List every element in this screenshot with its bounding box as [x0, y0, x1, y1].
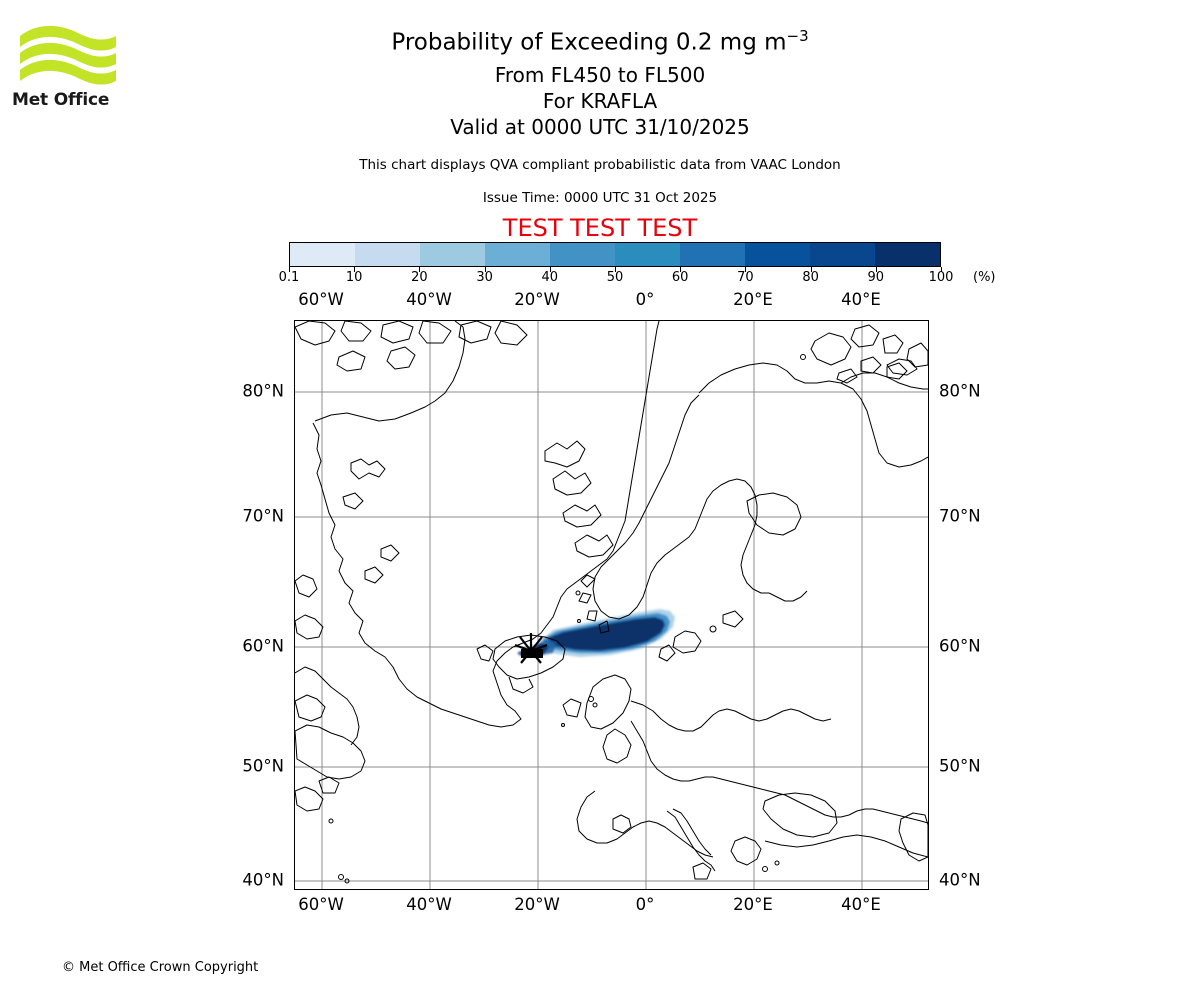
lat-label-left-1: 70°N: [242, 506, 284, 526]
lon-label-top-0: 60°W: [298, 290, 344, 309]
valid-time-line: Valid at 0000 UTC 31/10/2025: [450, 115, 750, 139]
colorbar-tick-label: 50: [606, 270, 624, 285]
colorbar-tick-label: 30: [476, 270, 493, 285]
lat-label-right-4: 40°N: [939, 870, 981, 890]
lat-label-left-3: 50°N: [242, 756, 284, 776]
map-gridlines: [295, 321, 928, 889]
lat-label-right-0: 80°N: [939, 381, 981, 401]
lon-label-bottom-1: 40°W: [406, 895, 452, 914]
colorbar-segment-5: [615, 243, 680, 266]
colorbar-tick-label: 10: [345, 270, 363, 285]
colorbar-tick: [354, 267, 356, 272]
met-office-logo-text: Met Office: [12, 90, 110, 110]
page-title: Probability of Exceeding 0.2 mg m−3: [0, 27, 1200, 56]
colorbar-tick-label: 70: [737, 270, 754, 285]
issue-time: Issue Time: 0000 UTC 31 Oct 2025: [482, 190, 718, 206]
colorbar-segment-0: [290, 243, 355, 266]
lon-label-top-5: 40°E: [841, 290, 881, 309]
colorbar-ticks: [289, 267, 942, 277]
colorbar-segment-4: [550, 243, 615, 266]
flight-level-range: From FL450 to FL500: [494, 63, 706, 87]
lon-label-bottom-3: 0°: [635, 895, 655, 914]
colorbar-tick-label: 80: [802, 270, 819, 285]
colorbar-segment-3: [485, 243, 550, 266]
lon-label-top-1: 40°W: [406, 290, 452, 309]
colorbar-tick: [941, 267, 942, 272]
map-svg: [295, 321, 928, 889]
lat-label-left-0: 80°N: [242, 381, 284, 401]
colorbar-tick: [615, 267, 616, 272]
colorbar-unit-label: (%): [973, 270, 996, 285]
colorbar-segment-1: [355, 243, 420, 266]
colorbar-tick: [484, 267, 486, 272]
lon-label-bottom-0: 60°W: [298, 895, 344, 914]
colorbar-tick-label: 0.1: [278, 270, 300, 285]
colorbar-tick-label: 20: [411, 270, 428, 285]
lon-label-bottom-2: 20°W: [514, 895, 560, 914]
met-office-wave-icon: [20, 25, 116, 85]
test-banner: TEST TEST TEST: [502, 214, 698, 242]
colorbar-tick: [549, 267, 551, 272]
coastlines: [295, 321, 928, 884]
colorbar-tick: [680, 267, 682, 272]
colorbar-segment-6: [680, 243, 745, 266]
colorbar-tick-label: 60: [671, 270, 689, 285]
lon-label-bottom-4: 20°E: [733, 895, 773, 914]
colorbar-tick-label: 90: [867, 270, 885, 285]
volcano-name-line: For KRAFLA: [542, 89, 658, 113]
lat-label-left-4: 40°N: [242, 870, 284, 890]
lat-label-right-1: 70°N: [939, 506, 981, 526]
copyright-notice: © Met Office Crown Copyright: [62, 960, 259, 975]
map-panel[interactable]: [294, 320, 929, 890]
lon-label-top-4: 20°E: [733, 290, 773, 309]
chart-description: This chart displays QVA compliant probab…: [359, 157, 841, 173]
colorbar-segment-9: [875, 243, 940, 266]
volcano-base-marker: [521, 649, 543, 658]
probability-colorbar: [289, 242, 941, 267]
colorbar-tick-label: 100: [928, 270, 954, 285]
lat-label-left-2: 60°N: [242, 636, 284, 656]
colorbar-segment-8: [810, 243, 875, 266]
lon-label-top-2: 20°W: [514, 290, 560, 309]
lon-label-top-3: 0°: [635, 290, 655, 309]
ash-plume-contour: [517, 609, 675, 657]
lat-label-right-3: 50°N: [939, 756, 981, 776]
colorbar-tick: [289, 267, 290, 272]
colorbar-tick: [419, 267, 421, 272]
colorbar-tick-label: 40: [541, 270, 559, 285]
lat-label-right-2: 60°N: [939, 636, 981, 656]
page-title-exponent: −3: [786, 27, 809, 45]
page-title-text: Probability of Exceeding 0.2 mg m: [391, 29, 787, 56]
colorbar-gradient: [289, 242, 941, 267]
met-office-logo: [12, 22, 122, 112]
colorbar-tick: [745, 267, 747, 272]
colorbar-tick: [875, 267, 877, 272]
lon-label-bottom-5: 40°E: [841, 895, 881, 914]
colorbar-segment-2: [420, 243, 485, 266]
colorbar-segment-7: [745, 243, 810, 266]
colorbar-tick: [810, 267, 812, 272]
colorbar-tick-labels: 0.1 10 20 30 40 50 60 70 80 90 100: [0, 270, 1200, 290]
